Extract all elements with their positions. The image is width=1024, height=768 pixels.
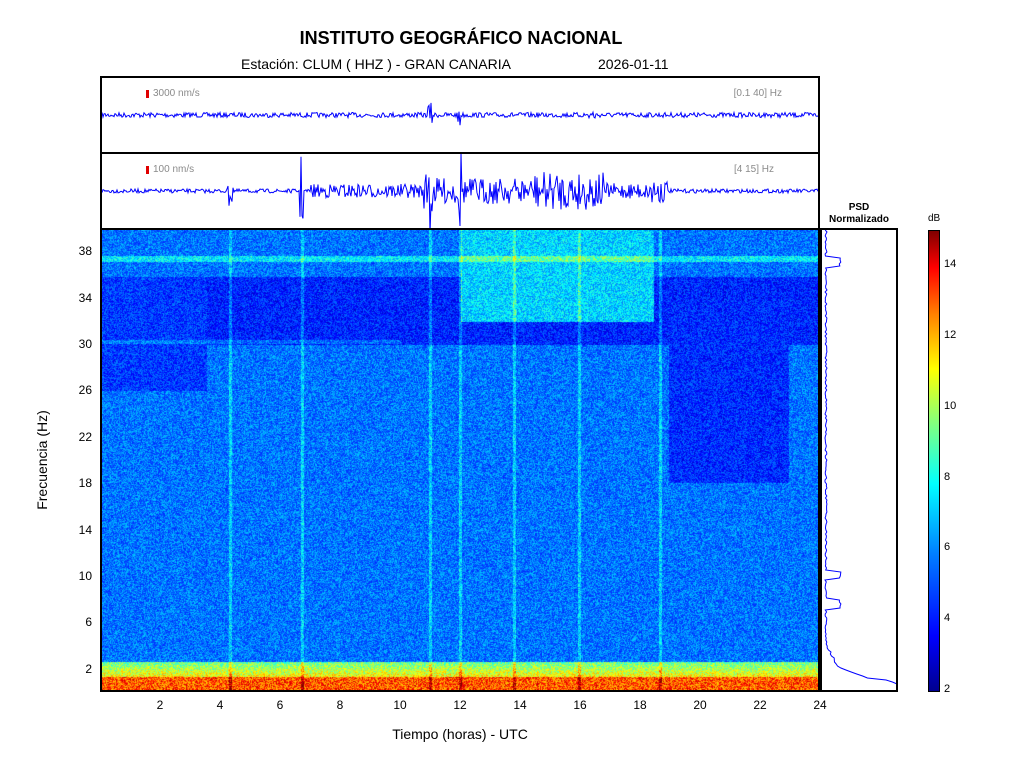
psd-svg (824, 230, 896, 685)
colorbar (928, 230, 940, 692)
seismogram-filtered-trace (102, 154, 818, 228)
psd-title-line2: Normalizado (828, 214, 889, 225)
colorbar-tick-label: 14 (944, 258, 957, 271)
seismogram-broadband-panel: 3000 nm/s [0.1 40] Hz (100, 76, 820, 154)
spectrogram-heatmap (102, 230, 818, 690)
psd-title-line1: PSD (848, 202, 870, 213)
psd-curve (824, 230, 896, 685)
scale-label: 100 nm/s (153, 164, 195, 175)
seismogram-filtered-panel: 100 nm/s [4 15] Hz (100, 152, 820, 230)
scale-label: 3000 nm/s (153, 88, 200, 99)
x-tick-label: 6 (276, 698, 284, 712)
scale-bar (146, 166, 149, 174)
y-tick-label: 34 (78, 290, 92, 305)
colorbar-tick-label: 8 (944, 470, 951, 483)
x-axis-label: Tiempo (horas) - UTC (392, 726, 528, 742)
psd-title: PSD Normalizado (820, 202, 898, 226)
y-tick-label: 26 (78, 383, 92, 398)
y-tick-label: 22 (78, 429, 92, 444)
colorbar-tick-label: 4 (944, 612, 951, 625)
x-tick-label: 4 (216, 698, 224, 712)
spectrogram-panel (100, 228, 820, 692)
date-label: 2026-01-11 (598, 56, 669, 72)
y-tick-label: 10 (78, 569, 92, 583)
chart-title: INSTITUTO GEOGRÁFICO NACIONAL (299, 28, 623, 48)
seismogram-filtered-trace-svg (102, 154, 818, 228)
x-tick-label: 8 (336, 698, 344, 712)
y-tick-label: 6 (85, 615, 92, 630)
x-tick-label: 10 (393, 698, 407, 712)
y-tick-label: 38 (78, 244, 92, 259)
x-tick-label: 24 (813, 698, 827, 712)
psd-panel (820, 228, 898, 692)
x-tick-label: 20 (693, 698, 707, 712)
x-tick-label: 12 (453, 698, 467, 712)
band-label: [0.1 40] Hz (733, 88, 782, 99)
y-tick-label: 2 (85, 661, 92, 676)
colorbar-tick-label: 6 (944, 541, 951, 554)
y-axis-label: Frecuencia (Hz) (34, 410, 50, 510)
x-tick-label: 14 (513, 698, 527, 712)
colorbar-tick-label: 12 (944, 329, 957, 342)
colorbar-unit: dB (928, 213, 941, 224)
station-label: Estación: CLUM ( HHZ ) - GRAN CANARIA (241, 56, 511, 72)
seismogram-broadband-trace (102, 102, 818, 126)
y-tick-label: 18 (78, 476, 92, 491)
x-tick-label: 22 (753, 698, 767, 712)
x-tick-label: 16 (573, 698, 587, 712)
colorbar-tick-label: 2 (944, 683, 951, 695)
x-tick-label: 18 (633, 698, 647, 712)
seismogram-broadband-trace-svg (102, 102, 818, 126)
x-tick-label: 2 (156, 698, 164, 712)
colorbar-tick-label: 10 (944, 399, 957, 412)
band-label: [4 15] Hz (733, 164, 774, 175)
y-tick-label: 14 (78, 522, 92, 537)
scale-bar (146, 90, 149, 98)
y-tick-label: 30 (78, 337, 92, 351)
